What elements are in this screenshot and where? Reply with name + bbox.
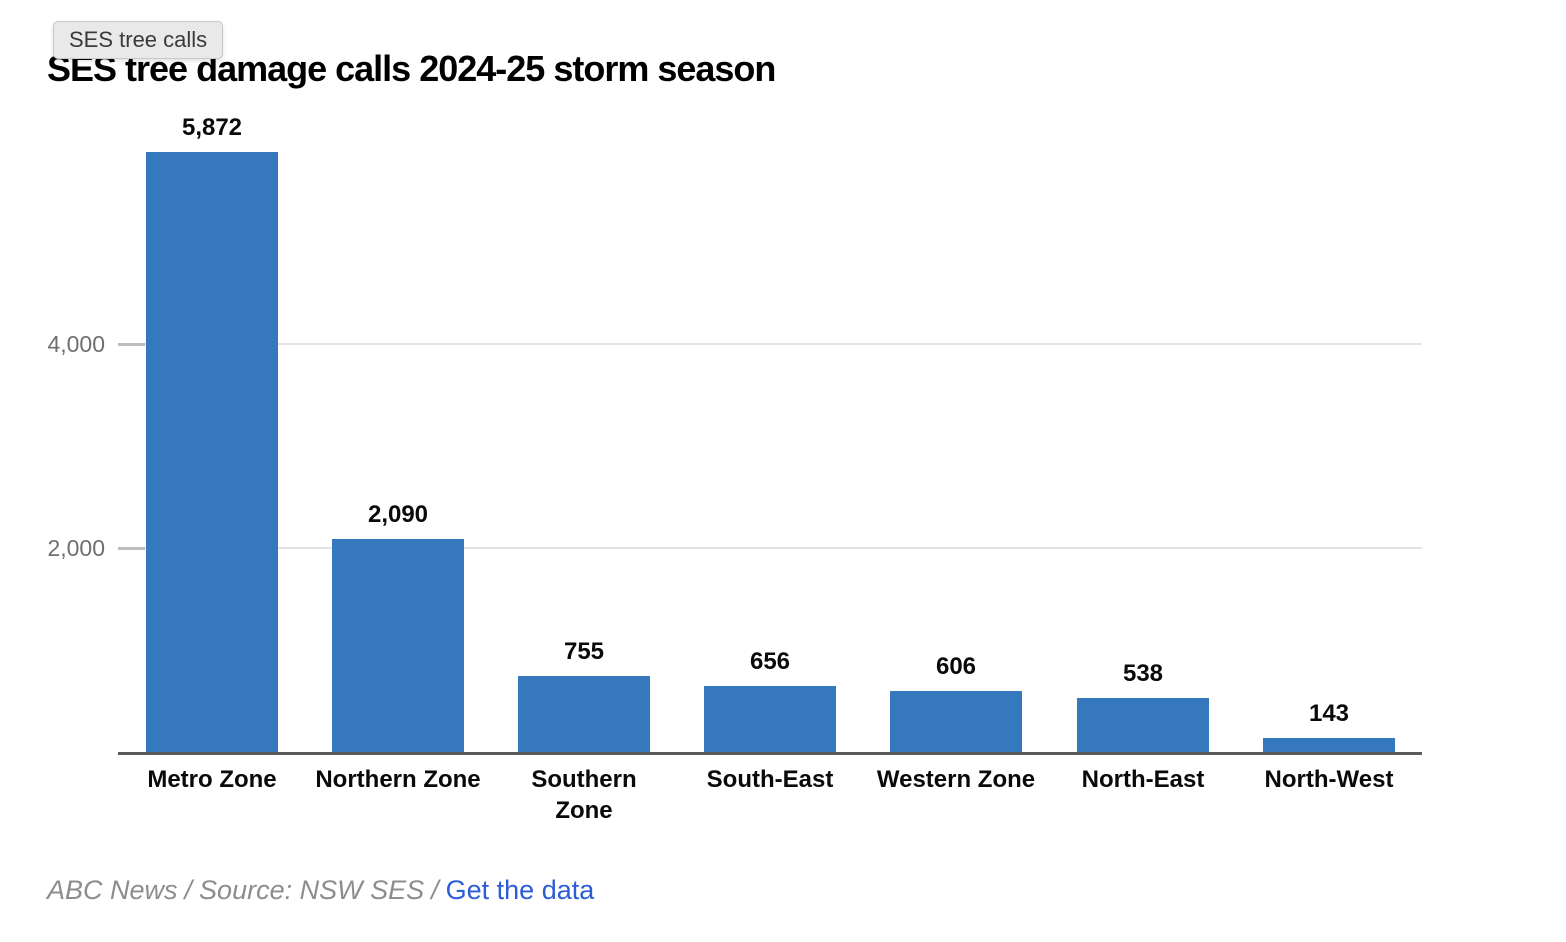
bar-metro-zone[interactable] — [146, 152, 278, 753]
gridline — [118, 547, 1422, 549]
bar-value-label: 755 — [563, 638, 605, 665]
x-axis-label: Western Zone — [876, 766, 1036, 793]
x-axis-label: North-West — [1264, 766, 1394, 793]
y-axis-label: 2,000 — [47, 535, 105, 561]
hover-tooltip: SES tree calls — [53, 21, 224, 59]
x-axis-label: Northern Zone — [315, 766, 481, 793]
x-axis-line — [118, 752, 1422, 755]
y-axis-label: 4,000 — [47, 331, 105, 357]
y-axis-tick — [118, 343, 145, 346]
bar-western-zone[interactable] — [890, 691, 1022, 753]
bar-south-east[interactable] — [704, 686, 836, 753]
bar-value-label: 5,872 — [181, 114, 243, 141]
x-axis-label: North-East — [1081, 766, 1205, 793]
footer-separator: / — [184, 875, 193, 905]
gridline — [118, 343, 1422, 345]
bar-value-label: 606 — [935, 653, 977, 680]
bar-value-label: 143 — [1308, 700, 1350, 727]
source-text: Source: NSW SES — [199, 875, 425, 905]
footer-separator: / — [431, 875, 439, 905]
bar-value-label: 2,090 — [367, 501, 429, 528]
credit-text: ABC News — [47, 875, 178, 905]
x-axis-label: Metro Zone — [147, 766, 277, 793]
get-the-data-link[interactable]: Get the data — [445, 875, 595, 905]
bar-value-label: 656 — [749, 648, 791, 675]
bar-north-east[interactable] — [1077, 698, 1209, 753]
chart-footer: ABC News / Source: NSW SES / Get the data — [47, 873, 594, 907]
bar-north-west[interactable] — [1263, 738, 1395, 753]
bar-southern-zone[interactable] — [518, 676, 650, 753]
x-axis-label: South-East — [706, 766, 834, 793]
bar-value-label: 538 — [1122, 660, 1164, 687]
y-axis-tick — [118, 547, 145, 550]
hover-tooltip-label: SES tree calls — [69, 27, 208, 52]
x-axis-label: Southern Zone — [531, 766, 637, 824]
bar-northern-zone[interactable] — [332, 539, 464, 753]
